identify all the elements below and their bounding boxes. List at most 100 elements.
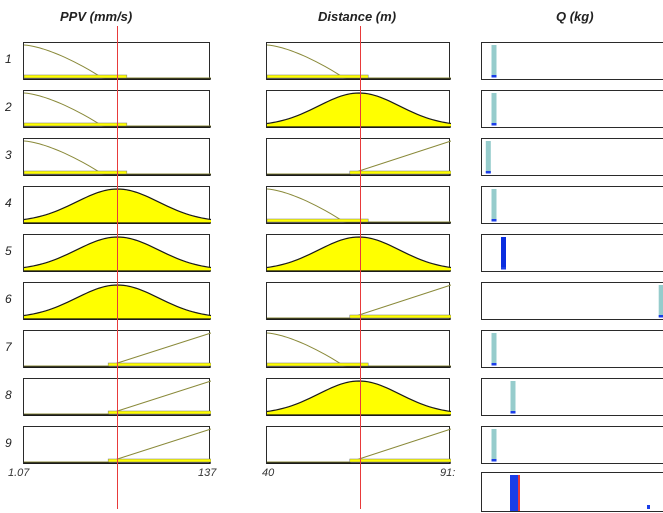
q-output-panel-plot (501, 237, 506, 270)
distance-membership-panel-plot (267, 92, 451, 128)
distance-membership-panel (266, 330, 451, 368)
q-output-marker (491, 123, 497, 126)
membership-strip (24, 74, 128, 79)
membership-strip (349, 170, 451, 175)
distance-membership-panel-plot (267, 380, 451, 416)
q-output-marker (491, 363, 497, 366)
q-output-panel (481, 138, 663, 176)
membership-strip (349, 458, 451, 463)
distance-input-cursor[interactable] (360, 26, 361, 509)
q-output-bar (491, 189, 497, 221)
rule-number: 3 (5, 148, 12, 162)
distance-membership-panel-plot (267, 236, 451, 272)
ppv-membership-panel (23, 90, 211, 128)
q-output-marker (491, 75, 497, 78)
membership-strip (24, 170, 128, 175)
distance-membership-panel (266, 234, 451, 272)
membership-curve (267, 92, 451, 125)
aggregated-output-plot (510, 475, 650, 511)
q-output-marker (510, 411, 516, 414)
q-output-panel-plot (491, 93, 497, 126)
membership-strip (267, 362, 369, 367)
rule-number: 7 (5, 340, 12, 354)
q-output-panel (481, 330, 663, 368)
distance-membership-panel-plot (267, 428, 451, 464)
membership-curve (267, 188, 451, 223)
distance-membership-panel (266, 186, 451, 224)
rule-number: 8 (5, 388, 12, 402)
distance-membership-panel (266, 378, 451, 416)
q-output-panel-plot (491, 429, 497, 462)
q-output-panel-plot (491, 333, 497, 366)
distance-membership-panel (266, 90, 451, 128)
membership-strip (267, 218, 369, 223)
membership-strip (107, 362, 211, 367)
rule-number: 5 (5, 244, 12, 258)
q-output-panel-plot (485, 141, 491, 174)
distance-membership-panel-plot (267, 284, 451, 320)
q-output-bar (658, 285, 663, 317)
distance-membership-panel-plot (267, 44, 451, 80)
membership-strip (349, 314, 451, 319)
membership-strip (107, 458, 211, 463)
q-output-marker (491, 459, 497, 462)
rule-number: 1 (5, 52, 12, 66)
ppv-column-title: PPV (mm/s) (60, 9, 133, 24)
distance-column-title: Distance (m) (318, 9, 397, 24)
q-output-marker (491, 219, 497, 222)
ppv-input-cursor[interactable] (117, 26, 118, 509)
aggregated-output-bar (510, 475, 514, 511)
membership-fill (267, 93, 451, 127)
aggregated-output-panel (481, 472, 663, 512)
distance-membership-panel (266, 426, 451, 464)
q-output-panel (481, 426, 663, 464)
q-output-panel-plot (658, 285, 663, 318)
membership-strip (107, 410, 211, 415)
membership-curve (267, 284, 451, 319)
aggregated-output-bar (647, 505, 650, 509)
q-output-panel (481, 234, 663, 272)
ppv-membership-panel (23, 138, 211, 176)
membership-curve (267, 332, 451, 367)
distance-membership-panel (266, 42, 451, 80)
membership-fill (267, 381, 451, 415)
distance-membership-panel (266, 282, 451, 320)
q-output-marker (501, 267, 506, 270)
q-output-panel-plot (510, 381, 516, 414)
distance-membership-panel (266, 138, 451, 176)
q-output-bar (510, 381, 516, 413)
q-output-panel (481, 90, 663, 128)
membership-curve (267, 44, 451, 79)
q-output-panel-plot (491, 189, 497, 222)
membership-curve (267, 140, 451, 175)
q-output-marker (485, 171, 491, 174)
rule-number: 4 (5, 196, 12, 210)
ppv-membership-panel (23, 234, 211, 272)
aggregated-output-bar (514, 475, 518, 511)
distance-membership-panel-plot (267, 140, 451, 176)
membership-fill (267, 237, 451, 271)
rule-number: 9 (5, 436, 12, 450)
q-column-title: Q (kg) (556, 9, 594, 24)
q-output-panel (481, 42, 663, 80)
ppv-max-label: 137 (198, 467, 217, 479)
membership-strip (24, 122, 128, 127)
q-output-panel (481, 282, 663, 320)
distance-max-label: 91: (440, 467, 456, 479)
membership-curve (267, 236, 451, 269)
q-output-panel-plot (491, 45, 497, 78)
distance-min-label: 40 (262, 467, 275, 479)
rule-number: 2 (5, 100, 12, 114)
q-output-bar (501, 237, 506, 269)
q-output-bar (491, 93, 497, 125)
ppv-membership-panel (23, 330, 211, 368)
q-output-bar (491, 333, 497, 365)
membership-curve (267, 428, 451, 463)
ppv-min-label: 1.07 (8, 467, 30, 479)
membership-curve (267, 380, 451, 413)
q-output-marker (658, 315, 663, 318)
ppv-membership-panel (23, 426, 211, 464)
rule-number: 6 (5, 292, 12, 306)
aggregated-output-bar (518, 475, 520, 511)
